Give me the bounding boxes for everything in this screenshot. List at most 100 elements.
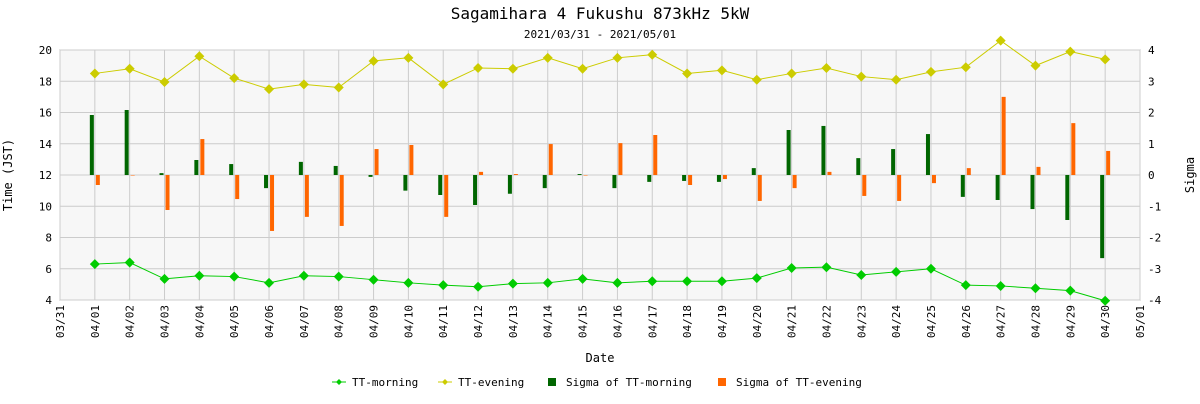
data-point [124, 63, 135, 74]
sigma-bar [229, 164, 234, 175]
x-tick-label: 04/05 [228, 305, 241, 338]
x-tick-label: 04/12 [472, 305, 485, 338]
sigma-bar [612, 175, 617, 189]
data-point [542, 52, 553, 63]
x-tick-label: 04/13 [507, 305, 520, 338]
data-point [995, 280, 1006, 291]
data-point [298, 79, 309, 90]
y2-tick-label: -2 [1148, 232, 1161, 245]
data-point [124, 257, 135, 268]
data-point [960, 280, 971, 291]
sigma-bar [542, 175, 547, 189]
data-point [473, 281, 484, 292]
data-point [1100, 54, 1111, 65]
sigma-bar [333, 165, 338, 175]
x-tick-label: 04/14 [542, 305, 555, 338]
legend-label: Sigma of TT-evening [736, 376, 862, 389]
x-tick-label: 04/15 [577, 305, 590, 338]
x-tick-label: 04/08 [333, 305, 346, 338]
y2-axis-label: Sigma [1183, 157, 1197, 193]
sigma-bar [473, 175, 478, 205]
sigma-bar [653, 135, 658, 175]
data-point [473, 62, 484, 73]
x-tick-label: 04/09 [368, 305, 381, 338]
sigma-bar [757, 175, 762, 201]
data-point [891, 266, 902, 277]
data-point [577, 273, 588, 284]
y-tick-label: 8 [45, 232, 52, 245]
x-tick-label: 03/31 [54, 305, 67, 338]
legend-label: TT-morning [352, 376, 418, 389]
sigma-bar [966, 168, 971, 175]
data-point [403, 277, 414, 288]
legend-label: TT-evening [458, 376, 524, 389]
data-point [333, 82, 344, 93]
sigma-bar [124, 110, 129, 175]
x-tick-label: 04/04 [193, 305, 206, 338]
data-point [751, 273, 762, 284]
y2-tick-label: 3 [1148, 75, 1155, 88]
sigma-bar [409, 145, 414, 175]
data-point [507, 63, 518, 74]
data-point [925, 263, 936, 274]
sigma-bar [995, 175, 1000, 200]
data-point [159, 273, 170, 284]
data-point [647, 276, 658, 287]
sigma-bar [374, 149, 379, 175]
data-point [264, 277, 275, 288]
x-tick-label: 04/16 [611, 305, 624, 338]
y-tick-label: 4 [45, 294, 52, 307]
data-point [298, 270, 309, 281]
x-tick-label: 04/18 [681, 305, 694, 338]
sigma-bar [159, 173, 164, 175]
data-point [856, 270, 867, 280]
x-tick-label: 04/25 [925, 305, 938, 338]
y-tick-label: 6 [45, 263, 52, 276]
data-point [577, 63, 588, 74]
legend: TT-morning TT-evening Sigma of TT-morning S… [332, 376, 862, 389]
chart-title: Sagamihara 4 Fukushu 873kHz 5kW [451, 4, 750, 23]
data-point [891, 74, 902, 85]
y-tick-label: 10 [39, 200, 52, 213]
x-tick-label: 04/21 [786, 305, 799, 338]
legend-diamond-icon [336, 379, 342, 385]
data-point [995, 35, 1006, 46]
data-point [507, 278, 518, 289]
y-axis-label: Time (JST) [1, 139, 15, 211]
sigma-bar [298, 161, 303, 175]
data-point [1065, 46, 1076, 57]
sigma-bar [507, 175, 512, 194]
sigma-bar [438, 175, 443, 195]
data-point [1030, 60, 1041, 71]
sigma-bar [89, 115, 94, 175]
data-point [264, 84, 275, 95]
data-point [612, 52, 623, 63]
y-tick-label: 12 [39, 169, 52, 182]
sigma-bar [897, 175, 902, 201]
sigma-bar [130, 175, 135, 176]
sigma-bar [548, 144, 553, 175]
sigma-bar [1030, 175, 1035, 210]
data-point [368, 274, 379, 285]
chart-subtitle: 2021/03/31 - 2021/05/01 [524, 28, 676, 41]
sigma-bar [682, 175, 687, 181]
data-point [716, 276, 727, 287]
sigma-bar [862, 175, 867, 196]
sigma-bar [264, 175, 269, 189]
legend-diamond-icon [442, 379, 448, 385]
data-point [89, 68, 100, 79]
x-tick-label: 04/23 [855, 305, 868, 338]
data-point [960, 62, 971, 73]
data-point [786, 262, 797, 273]
data-point [438, 79, 449, 90]
y-tick-label: 16 [39, 107, 52, 120]
sigma-bar [1100, 175, 1105, 259]
y2-tick-label: 2 [1148, 107, 1155, 120]
data-point [821, 262, 832, 273]
data-point [612, 277, 623, 288]
sigma-bar [1001, 96, 1006, 175]
x-tick-label: 04/28 [1029, 305, 1042, 338]
legend-label: Sigma of TT-morning [566, 376, 692, 389]
data-point [682, 68, 693, 79]
y-tick-label: 18 [39, 75, 52, 88]
